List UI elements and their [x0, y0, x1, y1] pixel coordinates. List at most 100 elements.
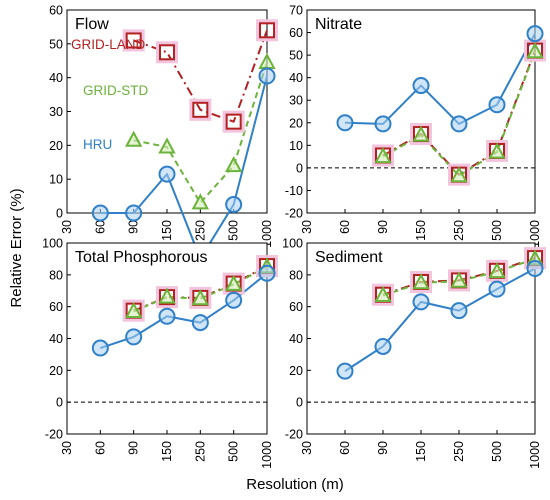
point-grid-std [450, 271, 468, 288]
point-grid-std [450, 166, 468, 183]
x-tick-label: 30 [60, 220, 74, 234]
x-tick-label: 60 [93, 220, 107, 234]
x-tick-label: 60 [338, 220, 352, 234]
point-grid-std [158, 137, 176, 154]
panel-title: Sediment [315, 249, 383, 266]
y-tick-label: 80 [49, 268, 63, 282]
panel-title: Total Phosphorous [75, 249, 208, 266]
panel-flow: 0 10 20 30 40 50 60 30 60 90 150 250 500 1000 Flow GRID… [49, 4, 278, 268]
point-hru [125, 204, 143, 222]
point-grid-std [158, 287, 176, 304]
point-hru [225, 291, 243, 309]
point-grid-std [191, 289, 210, 306]
y-tick-label: 50 [49, 37, 63, 51]
point-grid-land-halo [156, 41, 178, 64]
y-tick-label: 40 [289, 71, 303, 85]
point-grid-std [412, 273, 430, 290]
panel-title: Flow [75, 16, 109, 33]
panel-total-phosphorous: -20 0 20 40 60 80 100 30 60 90 150 250 500 1000 Total … [42, 237, 278, 469]
point-grid-land [159, 44, 175, 61]
panel-nitrate: -20 -10 0 10 20 30 40 50 60 70 30 60 90 150 250 500 1000… [285, 4, 546, 248]
y-tick-label: 10 [49, 173, 63, 187]
y-axis-label: Relative Error (%) [8, 188, 25, 307]
x-axis-label: Resolution (m) [246, 476, 344, 493]
x-tick-label: 90 [127, 441, 141, 455]
point-grid-land-halo [122, 299, 145, 322]
point-grid-land-halo [372, 283, 394, 306]
point-grid-std [191, 193, 210, 210]
point-hru [258, 67, 276, 85]
x-tick-label: 1000 [528, 441, 542, 469]
point-grid-land-halo [122, 29, 145, 52]
point-grid-land [259, 22, 275, 39]
point-grid-land [125, 32, 142, 49]
y-tick-label: 60 [289, 26, 303, 40]
y-tick-label: 70 [289, 4, 303, 18]
plot-frame [66, 242, 268, 435]
series-line-grid-std [133, 62, 268, 204]
x-tick-label: 250 [193, 441, 207, 462]
point-grid-std [124, 301, 143, 318]
point-grid-land-halo [256, 19, 278, 42]
point-hru [336, 362, 354, 380]
x-tick-label: 250 [452, 220, 466, 241]
point-grid-std [488, 142, 506, 159]
point-grid-land-halo [372, 144, 394, 167]
point-grid-std [224, 274, 243, 291]
series-line-grid-land [133, 29, 268, 123]
y-tick-label: 60 [49, 300, 63, 314]
y-tick-label: 0 [296, 161, 303, 175]
x-tick-label: 60 [93, 441, 107, 455]
point-hru [91, 339, 109, 357]
y-tick-label: 60 [289, 300, 303, 314]
point-hru [450, 302, 468, 320]
x-tick-label: 30 [300, 220, 314, 234]
legend-grid-land: GRID-LAND [71, 37, 146, 52]
y-tick-label: 40 [289, 332, 303, 346]
point-grid-land-halo [222, 110, 245, 133]
point-hru [374, 337, 392, 355]
point-hru [191, 314, 209, 332]
x-tick-label: 250 [452, 441, 466, 462]
point-hru [450, 115, 468, 133]
y-tick-label: 50 [289, 49, 303, 63]
point-hru [91, 204, 109, 222]
x-tick-label: 90 [127, 220, 141, 234]
series-line-grid-std [133, 265, 268, 313]
x-tick-label: 30 [300, 441, 314, 455]
y-tick-label: 20 [49, 364, 63, 378]
series-line-grid-std [382, 257, 536, 297]
x-tick-label: 500 [490, 220, 504, 241]
x-tick-label: 60 [338, 441, 352, 455]
x-tick-label: 250 [193, 220, 207, 241]
x-tick-label: 150 [160, 441, 174, 462]
point-grid-land-halo [486, 139, 508, 162]
point-hru [258, 264, 276, 282]
point-hru [488, 96, 506, 114]
x-tick-label: 90 [376, 220, 390, 234]
point-hru [158, 165, 176, 183]
y-tick-label: 0 [56, 207, 63, 221]
point-grid-land-halo [486, 259, 508, 282]
point-hru [488, 280, 506, 298]
point-grid-std [488, 262, 506, 279]
point-hru [158, 307, 176, 325]
point-grid-std [412, 125, 430, 142]
y-tick-label: -20 [285, 207, 303, 221]
point-grid-land [192, 101, 209, 118]
y-tick-label: 100 [282, 237, 303, 251]
point-hru [412, 293, 430, 311]
point-grid-std [224, 156, 243, 173]
y-tick-label: 40 [49, 332, 63, 346]
point-hru [374, 115, 392, 133]
point-grid-land-halo [410, 123, 432, 146]
point-grid-land-halo [189, 286, 212, 309]
point-hru [526, 259, 544, 277]
point-hru [336, 114, 354, 132]
point-grid-land-halo [448, 163, 470, 186]
point-grid-std [526, 42, 544, 59]
point-grid-land-halo [448, 269, 470, 292]
x-tick-label: 500 [227, 441, 241, 462]
legend-hru: HRU [83, 137, 112, 152]
